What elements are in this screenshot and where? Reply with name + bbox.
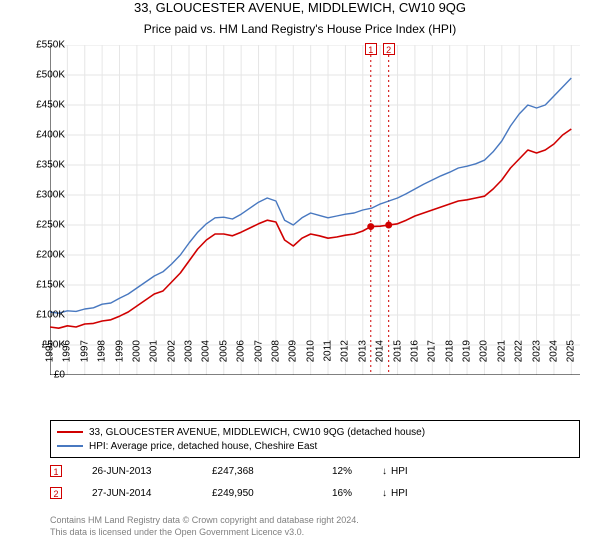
y-tick-label: £400K	[20, 130, 65, 141]
legend-row: 33, GLOUCESTER AVENUE, MIDDLEWICH, CW10 …	[57, 425, 573, 439]
arrow-down-icon: ↓	[382, 466, 387, 477]
sale-pct: 16%	[312, 488, 352, 499]
hpi-label: HPI	[391, 466, 408, 477]
sale-marker-box: 2	[50, 487, 62, 499]
sale-row: 2 27-JUN-2014 £249,950 16% ↓ HPI	[50, 482, 580, 504]
x-tick-label: 2005	[218, 340, 229, 362]
footnote: Contains HM Land Registry data © Crown c…	[50, 515, 359, 538]
x-tick-label: 2020	[479, 340, 490, 362]
x-tick-label: 2019	[462, 340, 473, 362]
x-tick-label: 2021	[496, 340, 507, 362]
x-tick-label: 2025	[566, 340, 577, 362]
y-tick-label: £450K	[20, 100, 65, 111]
hpi-label: HPI	[391, 488, 408, 499]
sale-marker-box: 1	[50, 465, 62, 477]
sales-table: 1 26-JUN-2013 £247,368 12% ↓ HPI 2 27-JUN-2014 £…	[50, 460, 580, 504]
x-tick-label: 2008	[270, 340, 281, 362]
x-tick-label: 2015	[392, 340, 403, 362]
y-tick-label: £500K	[20, 70, 65, 81]
x-tick-label: 2009	[288, 340, 299, 362]
x-tick-label: 2011	[323, 340, 334, 362]
x-tick-label: 2004	[201, 340, 212, 362]
x-tick-label: 2024	[548, 340, 559, 362]
x-tick-label: 2018	[444, 340, 455, 362]
chart-container: 33, GLOUCESTER AVENUE, MIDDLEWICH, CW10 …	[0, 0, 600, 560]
legend-swatch	[57, 431, 83, 433]
x-tick-label: 2014	[375, 340, 386, 362]
x-tick-label: 2012	[340, 340, 351, 362]
sale-pct: 12%	[312, 466, 352, 477]
x-tick-label: 2006	[236, 340, 247, 362]
legend-swatch	[57, 445, 83, 447]
y-tick-label: £350K	[20, 160, 65, 171]
arrow-down-icon: ↓	[382, 488, 387, 499]
chart-svg	[50, 45, 580, 375]
x-tick-label: 2007	[253, 340, 264, 362]
x-tick-label: 2001	[149, 340, 160, 362]
x-tick-label: 2000	[131, 340, 142, 362]
x-tick-label: 2010	[305, 340, 316, 362]
sale-price: £247,368	[212, 466, 282, 477]
x-tick-label: 2017	[427, 340, 438, 362]
sale-row: 1 26-JUN-2013 £247,368 12% ↓ HPI	[50, 460, 580, 482]
sale-price: £249,950	[212, 488, 282, 499]
y-tick-label: £150K	[20, 280, 65, 291]
x-tick-label: 2002	[166, 340, 177, 362]
plot-area	[50, 45, 580, 375]
y-tick-label: £250K	[20, 220, 65, 231]
legend-row: HPI: Average price, detached house, Ches…	[57, 439, 573, 453]
x-tick-label: 1997	[79, 340, 90, 362]
legend-label: 33, GLOUCESTER AVENUE, MIDDLEWICH, CW10 …	[89, 427, 425, 438]
x-tick-label: 2023	[531, 340, 542, 362]
chart-title: 33, GLOUCESTER AVENUE, MIDDLEWICH, CW10 …	[0, 0, 600, 15]
sale-marker-flag: 1	[365, 43, 377, 55]
legend-label: HPI: Average price, detached house, Ches…	[89, 441, 317, 452]
x-tick-label: 1999	[114, 340, 125, 362]
x-tick-label: 2016	[409, 340, 420, 362]
footnote-line: This data is licensed under the Open Gov…	[50, 527, 359, 539]
sale-date: 26-JUN-2013	[92, 466, 182, 477]
sale-marker-flag: 2	[383, 43, 395, 55]
sale-hpi-cell: ↓ HPI	[382, 488, 408, 499]
chart-subtitle: Price paid vs. HM Land Registry's House …	[0, 22, 600, 36]
x-tick-label: 1995	[45, 340, 56, 362]
legend: 33, GLOUCESTER AVENUE, MIDDLEWICH, CW10 …	[50, 420, 580, 458]
x-tick-label: 2003	[184, 340, 195, 362]
y-tick-label: £50K	[20, 340, 65, 351]
x-tick-label: 2022	[514, 340, 525, 362]
y-tick-label: £200K	[20, 250, 65, 261]
x-tick-label: 1996	[62, 340, 73, 362]
x-tick-label: 2013	[357, 340, 368, 362]
y-tick-label: £100K	[20, 310, 65, 321]
y-tick-label: £300K	[20, 190, 65, 201]
y-tick-label: £0	[20, 370, 65, 381]
sale-hpi-cell: ↓ HPI	[382, 466, 408, 477]
footnote-line: Contains HM Land Registry data © Crown c…	[50, 515, 359, 527]
sale-date: 27-JUN-2014	[92, 488, 182, 499]
y-tick-label: £550K	[20, 40, 65, 51]
x-tick-label: 1998	[97, 340, 108, 362]
